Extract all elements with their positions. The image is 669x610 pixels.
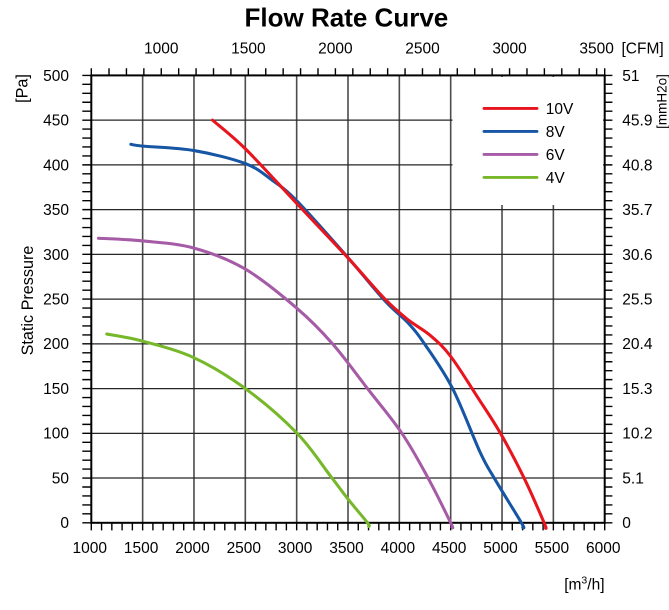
svg-text:1500: 1500 xyxy=(231,41,266,58)
svg-text:10.2: 10.2 xyxy=(622,426,652,443)
svg-text:6V: 6V xyxy=(546,147,566,164)
svg-text:1000: 1000 xyxy=(73,540,108,557)
svg-text:500: 500 xyxy=(43,68,69,85)
svg-text:8V: 8V xyxy=(546,124,566,141)
svg-text:25.5: 25.5 xyxy=(622,292,652,309)
svg-text:200: 200 xyxy=(43,336,69,353)
svg-text:0: 0 xyxy=(60,515,69,532)
svg-text:20.4: 20.4 xyxy=(622,336,653,353)
svg-text:3500: 3500 xyxy=(579,41,614,58)
svg-text:3000: 3000 xyxy=(278,540,313,557)
svg-text:[mmH2o]: [mmH2o] xyxy=(655,74,669,129)
svg-text:45.9: 45.9 xyxy=(622,113,652,130)
svg-text:6000: 6000 xyxy=(586,540,621,557)
svg-text:350: 350 xyxy=(43,202,69,219)
svg-text:51: 51 xyxy=(622,68,639,85)
svg-text:1500: 1500 xyxy=(124,540,159,557)
svg-text:5000: 5000 xyxy=(483,540,518,557)
svg-text:250: 250 xyxy=(43,292,69,309)
svg-text:3000: 3000 xyxy=(492,41,527,58)
svg-text:40.8: 40.8 xyxy=(622,157,652,174)
svg-text:300: 300 xyxy=(43,247,69,264)
svg-text:Flow Rate Curve: Flow Rate Curve xyxy=(245,3,449,33)
svg-text:400: 400 xyxy=(43,157,69,174)
svg-text:0: 0 xyxy=(622,515,631,532)
svg-text:4500: 4500 xyxy=(432,540,467,557)
svg-text:100: 100 xyxy=(43,426,69,443)
svg-text:35.7: 35.7 xyxy=(622,202,652,219)
svg-text:2500: 2500 xyxy=(227,540,262,557)
svg-text:Static Pressure: Static Pressure xyxy=(19,246,37,356)
svg-text:3500: 3500 xyxy=(329,540,364,557)
svg-text:4V: 4V xyxy=(546,170,566,187)
svg-text:2500: 2500 xyxy=(405,41,440,58)
svg-text:5.1: 5.1 xyxy=(622,470,644,487)
svg-text:[Pa]: [Pa] xyxy=(14,74,32,103)
svg-text:50: 50 xyxy=(52,470,70,487)
svg-text:30.6: 30.6 xyxy=(622,247,652,264)
svg-text:450: 450 xyxy=(43,113,69,130)
svg-text:15.3: 15.3 xyxy=(622,381,652,398)
svg-text:2000: 2000 xyxy=(175,540,210,557)
svg-text:150: 150 xyxy=(43,381,69,398)
svg-text:[CFM]: [CFM] xyxy=(622,41,664,58)
svg-text:1000: 1000 xyxy=(144,41,179,58)
svg-text:5500: 5500 xyxy=(535,540,570,557)
svg-text:2000: 2000 xyxy=(318,41,353,58)
svg-text:4000: 4000 xyxy=(381,540,416,557)
svg-text:10V: 10V xyxy=(546,101,574,118)
